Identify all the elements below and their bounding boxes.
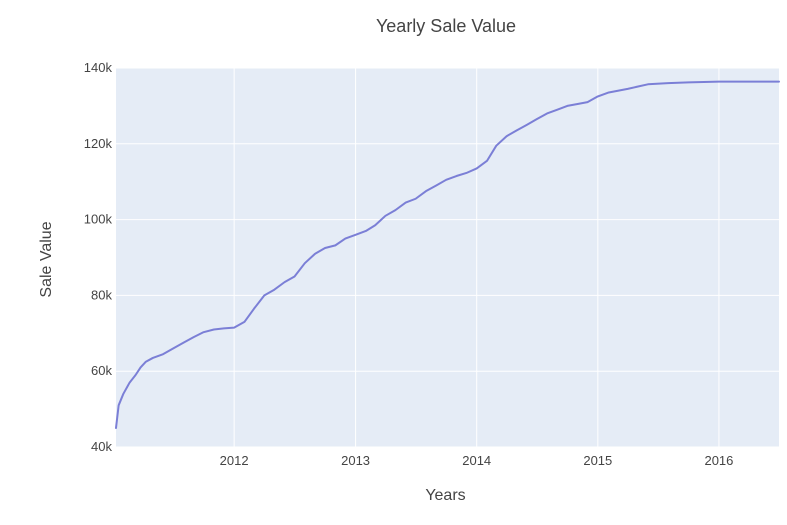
y-tick-labels: 40k 60k 80k 100k 120k 140k (84, 60, 113, 454)
chart-title: Yearly Sale Value (376, 16, 516, 36)
y-tick-label: 120k (84, 136, 113, 151)
y-tick-label: 60k (91, 363, 112, 378)
x-tick-label: 2016 (704, 453, 733, 468)
x-tick-label: 2012 (220, 453, 249, 468)
x-axis-title: Years (425, 487, 465, 504)
y-axis-title: Sale Value (38, 221, 55, 297)
y-tick-label: 100k (84, 212, 113, 227)
x-gridlines (233, 68, 720, 447)
y-gridlines (116, 67, 779, 448)
series-line (115, 80, 780, 430)
plot-area (116, 68, 779, 447)
y-tick-label: 80k (91, 287, 112, 302)
x-tick-label: 2015 (583, 453, 612, 468)
x-tick-label: 2014 (462, 453, 491, 468)
x-tick-labels: 2012 2013 2014 2015 2016 (220, 453, 734, 468)
x-tick-label: 2013 (341, 453, 370, 468)
y-tick-label: 40k (91, 439, 112, 454)
y-tick-label: 140k (84, 60, 113, 75)
